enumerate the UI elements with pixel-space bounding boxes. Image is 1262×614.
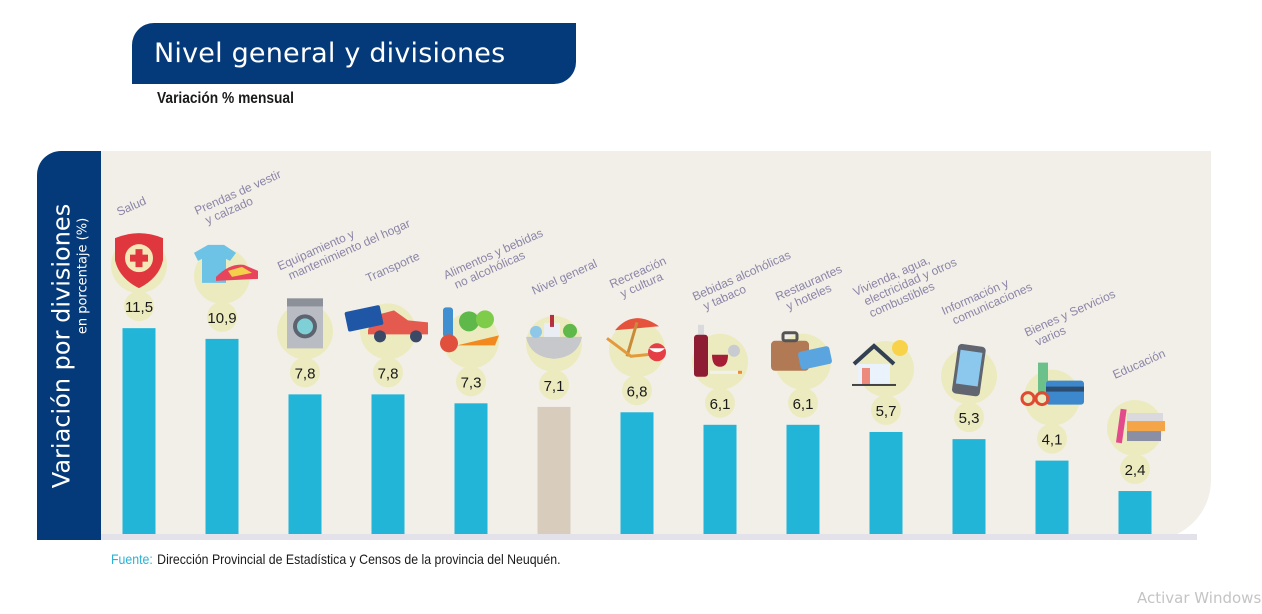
bar-group: 7,8 Transporte bbox=[344, 249, 428, 534]
bar bbox=[1035, 460, 1069, 534]
value-bubble bbox=[1037, 423, 1067, 454]
source-text: Dirección Provincial de Estadística y Ce… bbox=[157, 551, 561, 567]
category-label: Información ycomunicaciones bbox=[939, 268, 1034, 330]
category-label: Educación bbox=[1111, 346, 1168, 382]
value-label: 4,1 bbox=[1042, 432, 1063, 449]
value-label: 6,1 bbox=[710, 396, 731, 413]
car-sube-card-icon bbox=[344, 305, 428, 343]
windows-activation-watermark: Activar Windows bbox=[1137, 589, 1262, 607]
bar-group: 2,4 Educación bbox=[1107, 346, 1167, 534]
value-label: 5,7 bbox=[876, 403, 897, 420]
books-pencil-icon bbox=[1115, 408, 1165, 444]
source-note: Fuente: Dirección Provincial de Estadísti… bbox=[111, 551, 561, 567]
category-label: Bebidas alcohólicasy tabaco bbox=[690, 248, 798, 316]
beach-umbrella-icon bbox=[606, 318, 666, 362]
bar bbox=[454, 403, 488, 534]
category-label: Prendas de vestiry calzado bbox=[192, 167, 288, 230]
value-bubble bbox=[788, 387, 818, 418]
house-lightbulb-icon bbox=[852, 339, 908, 386]
health-shield-icon bbox=[115, 233, 163, 289]
value-bubble bbox=[124, 291, 154, 322]
category-label: Bienes y Serviciosvarios bbox=[1022, 287, 1123, 352]
washing-machine-icon bbox=[287, 298, 323, 349]
chart-title: Nivel general y divisiones bbox=[132, 23, 576, 84]
bar bbox=[122, 328, 156, 534]
value-bubble bbox=[954, 402, 984, 433]
bar bbox=[1118, 491, 1152, 534]
icon-bubble bbox=[609, 321, 665, 378]
bar-group: 6,1 Restaurantesy hoteles bbox=[771, 262, 849, 534]
bar-group: 7,1 Nivel general bbox=[526, 256, 599, 534]
clothing-shoe-icon bbox=[194, 244, 258, 283]
bar bbox=[703, 424, 737, 534]
value-label: 7,8 bbox=[378, 365, 399, 382]
chart-baseline bbox=[37, 534, 1197, 540]
source-label: Fuente: bbox=[111, 551, 153, 567]
bar-group: 5,3 Información ycomunicaciones bbox=[939, 268, 1034, 534]
category-label: Transporte bbox=[364, 249, 423, 285]
bar-group: 4,1 Bienes y Serviciosvarios bbox=[1020, 287, 1123, 534]
category-label: Recreacióny cultura bbox=[607, 254, 673, 303]
value-bubble bbox=[871, 394, 901, 425]
bar-group: 10,9 Prendas de vestiry calzado bbox=[192, 167, 288, 534]
bar bbox=[869, 431, 903, 534]
bar-group: 11,5 Salud bbox=[111, 194, 167, 534]
value-bubble bbox=[705, 387, 735, 418]
bar bbox=[786, 424, 820, 534]
bar bbox=[371, 394, 405, 534]
bar bbox=[205, 338, 239, 534]
value-label: 10,9 bbox=[207, 310, 236, 327]
bar bbox=[952, 439, 986, 534]
bar bbox=[537, 406, 571, 534]
suitcase-ticket-icon bbox=[771, 331, 832, 371]
value-label: 7,3 bbox=[461, 374, 482, 391]
value-label: 6,1 bbox=[793, 396, 814, 413]
value-label: 2,4 bbox=[1125, 462, 1146, 479]
value-label: 11,5 bbox=[125, 299, 153, 316]
value-bubble bbox=[456, 366, 486, 397]
chart-subtitle: Variación % mensual bbox=[157, 90, 294, 107]
wine-cigarette-icon bbox=[694, 324, 742, 377]
value-label: 7,8 bbox=[295, 365, 316, 382]
value-label: 6,8 bbox=[627, 383, 648, 400]
category-label: Nivel general bbox=[530, 256, 600, 297]
smartphone-icon bbox=[952, 343, 986, 397]
scissors-comb-card-icon bbox=[1020, 362, 1084, 407]
bar-group: 6,8 Recreacióny cultura bbox=[606, 254, 673, 534]
value-bubble bbox=[622, 375, 652, 406]
bar bbox=[620, 412, 654, 534]
category-label: Salud bbox=[115, 194, 149, 219]
value-bubble bbox=[1120, 454, 1150, 485]
category-label: Restaurantesy hoteles bbox=[773, 262, 849, 316]
value-bubble bbox=[290, 357, 320, 388]
value-bubble bbox=[539, 369, 569, 400]
food-groceries-icon bbox=[440, 307, 499, 353]
shopping-basket-icon bbox=[526, 314, 582, 359]
value-bubble bbox=[207, 301, 237, 332]
value-bubble bbox=[373, 357, 403, 388]
bar bbox=[288, 394, 322, 534]
value-label: 7,1 bbox=[544, 378, 565, 395]
value-label: 5,3 bbox=[959, 410, 980, 427]
y-axis-label-panel: Variación por divisiones en porcentaje (… bbox=[37, 151, 101, 540]
